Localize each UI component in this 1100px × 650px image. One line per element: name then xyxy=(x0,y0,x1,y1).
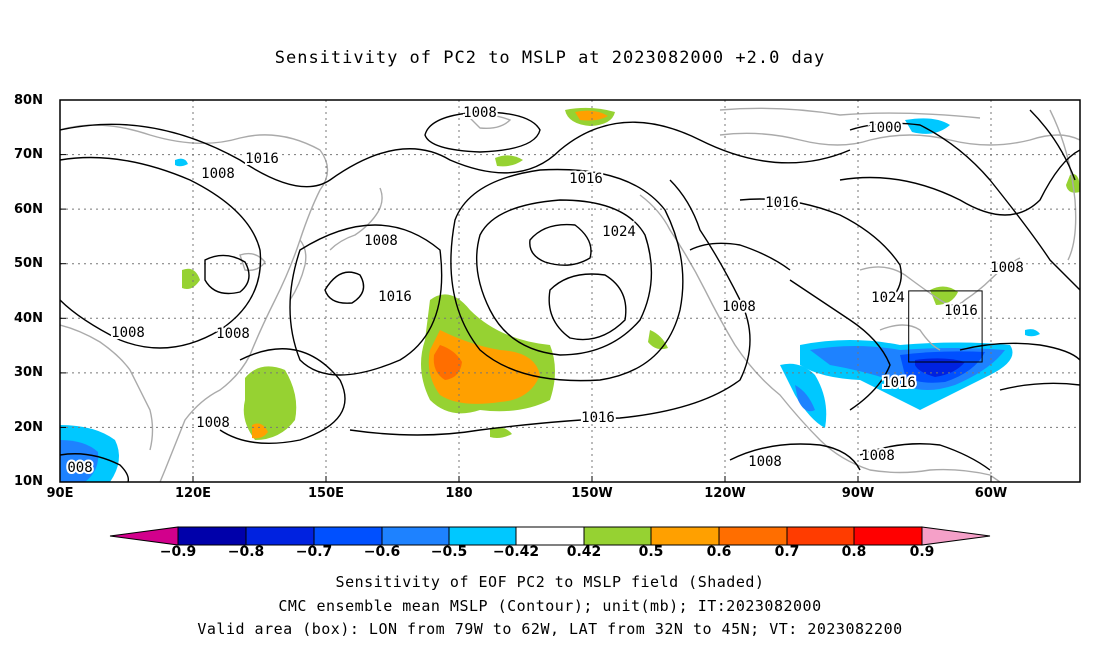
lon-label: 150E xyxy=(307,486,345,501)
colorbar-end-low xyxy=(109,526,179,546)
contour-label: 1008 xyxy=(216,326,250,342)
lat-label: 30N xyxy=(14,365,43,380)
contour-label-group: 1008 1016 1008 1008 1016 1024 1008 1016 … xyxy=(65,103,1026,478)
contour-label: 1016 xyxy=(245,151,279,167)
colorbar-label: −0.9 xyxy=(159,544,197,560)
colorbar-cell xyxy=(381,526,450,546)
contour-label: 1008 xyxy=(364,233,398,249)
grid-lines xyxy=(60,100,1080,482)
colorbar-label: 0.5 xyxy=(638,544,664,560)
negative-shading xyxy=(175,158,188,167)
lon-label: 120W xyxy=(704,486,746,501)
contour-label: 1024 xyxy=(602,224,636,240)
caption-line: CMC ensemble mean MSLP (Contour); unit(m… xyxy=(278,597,822,615)
contour-label: 1016 xyxy=(882,375,916,391)
contour-label: 1016 xyxy=(569,171,603,187)
colorbar-cell xyxy=(313,526,383,546)
contour-label: 1008 xyxy=(861,448,895,464)
colorbar-label: 0.6 xyxy=(706,544,732,560)
caption-line: Valid area (box): LON from 79W to 62W, L… xyxy=(197,620,903,638)
lon-label: 90W xyxy=(841,486,875,501)
negative-core xyxy=(60,440,99,482)
lon-label: 90E xyxy=(46,486,74,501)
positive-core xyxy=(575,110,608,121)
positive-shading xyxy=(648,330,668,350)
colorbar-cell xyxy=(583,526,652,546)
positive-shading xyxy=(182,268,200,289)
contour-label: 1016 xyxy=(581,410,615,426)
contour-label: 1016 xyxy=(378,289,412,305)
contour-label: 1008 xyxy=(111,325,145,341)
lon-label: 60W xyxy=(974,486,1008,501)
colorbar xyxy=(109,526,991,546)
colorbar-cell xyxy=(245,526,315,546)
mslp-contours xyxy=(60,109,1080,482)
positive-max xyxy=(433,345,462,380)
colorbar-label: −0.7 xyxy=(295,544,333,560)
colorbar-label: −0.6 xyxy=(363,544,401,560)
colorbar-cell xyxy=(718,526,788,546)
caption-line: Sensitivity of EOF PC2 to MSLP field (Sh… xyxy=(335,573,765,591)
colorbar-cell xyxy=(853,526,923,546)
lon-label: 180 xyxy=(445,486,473,501)
negative-shading xyxy=(905,118,950,134)
negative-shading xyxy=(1025,329,1040,337)
contour-label: 1008 xyxy=(748,454,782,470)
colorbar-label: −0.8 xyxy=(227,544,265,560)
contour-label: 008 xyxy=(67,460,92,476)
contour-label: 1016 xyxy=(944,303,978,319)
colorbar-cell xyxy=(515,526,585,546)
colorbar-label: 0.8 xyxy=(841,544,867,560)
positive-shading xyxy=(490,427,512,438)
tick-marks xyxy=(60,154,992,482)
contour-label: 1008 xyxy=(722,299,756,315)
colorbar-label: −0.42 xyxy=(492,544,540,560)
positive-shading xyxy=(243,366,297,440)
lat-label: 40N xyxy=(14,311,43,326)
contour-label: 1008 xyxy=(201,166,235,182)
colorbar-cell xyxy=(786,526,855,546)
colorbar-label: 0.42 xyxy=(566,544,602,560)
colorbar-cell xyxy=(177,526,247,546)
contour-label: 1024 xyxy=(871,290,905,306)
chart-title: Sensitivity of PC2 to MSLP at 2023082000… xyxy=(274,48,826,68)
lon-label: 150W xyxy=(571,486,613,501)
lon-label: 120E xyxy=(174,486,212,501)
lat-label: 50N xyxy=(14,256,43,271)
lat-label: 10N xyxy=(14,474,43,489)
colorbar-label: 0.9 xyxy=(909,544,935,560)
colorbar-cell xyxy=(448,526,517,546)
colorbar-label: 0.7 xyxy=(774,544,800,560)
lat-label: 20N xyxy=(14,420,43,435)
contour-label: 1008 xyxy=(990,260,1024,276)
contour-label: 1008 xyxy=(463,105,497,121)
map-frame xyxy=(59,99,1081,483)
positive-core xyxy=(428,330,540,404)
colorbar-label: −0.5 xyxy=(430,544,468,560)
lat-label: 60N xyxy=(14,202,43,217)
negative-core xyxy=(795,385,815,412)
contour-label: 1000 xyxy=(868,120,902,136)
valid-area-box xyxy=(908,290,983,363)
lat-label: 80N xyxy=(14,93,43,108)
colorbar-cell xyxy=(650,526,720,546)
contour-label: 1008 xyxy=(196,415,230,431)
lat-label: 70N xyxy=(14,147,43,162)
negative-max xyxy=(915,358,965,377)
coastlines xyxy=(60,107,1080,482)
positive-shading xyxy=(495,155,523,167)
sensitivity-shading xyxy=(60,107,1080,482)
contour-label: 1016 xyxy=(765,195,799,211)
colorbar-end-high xyxy=(921,526,991,546)
